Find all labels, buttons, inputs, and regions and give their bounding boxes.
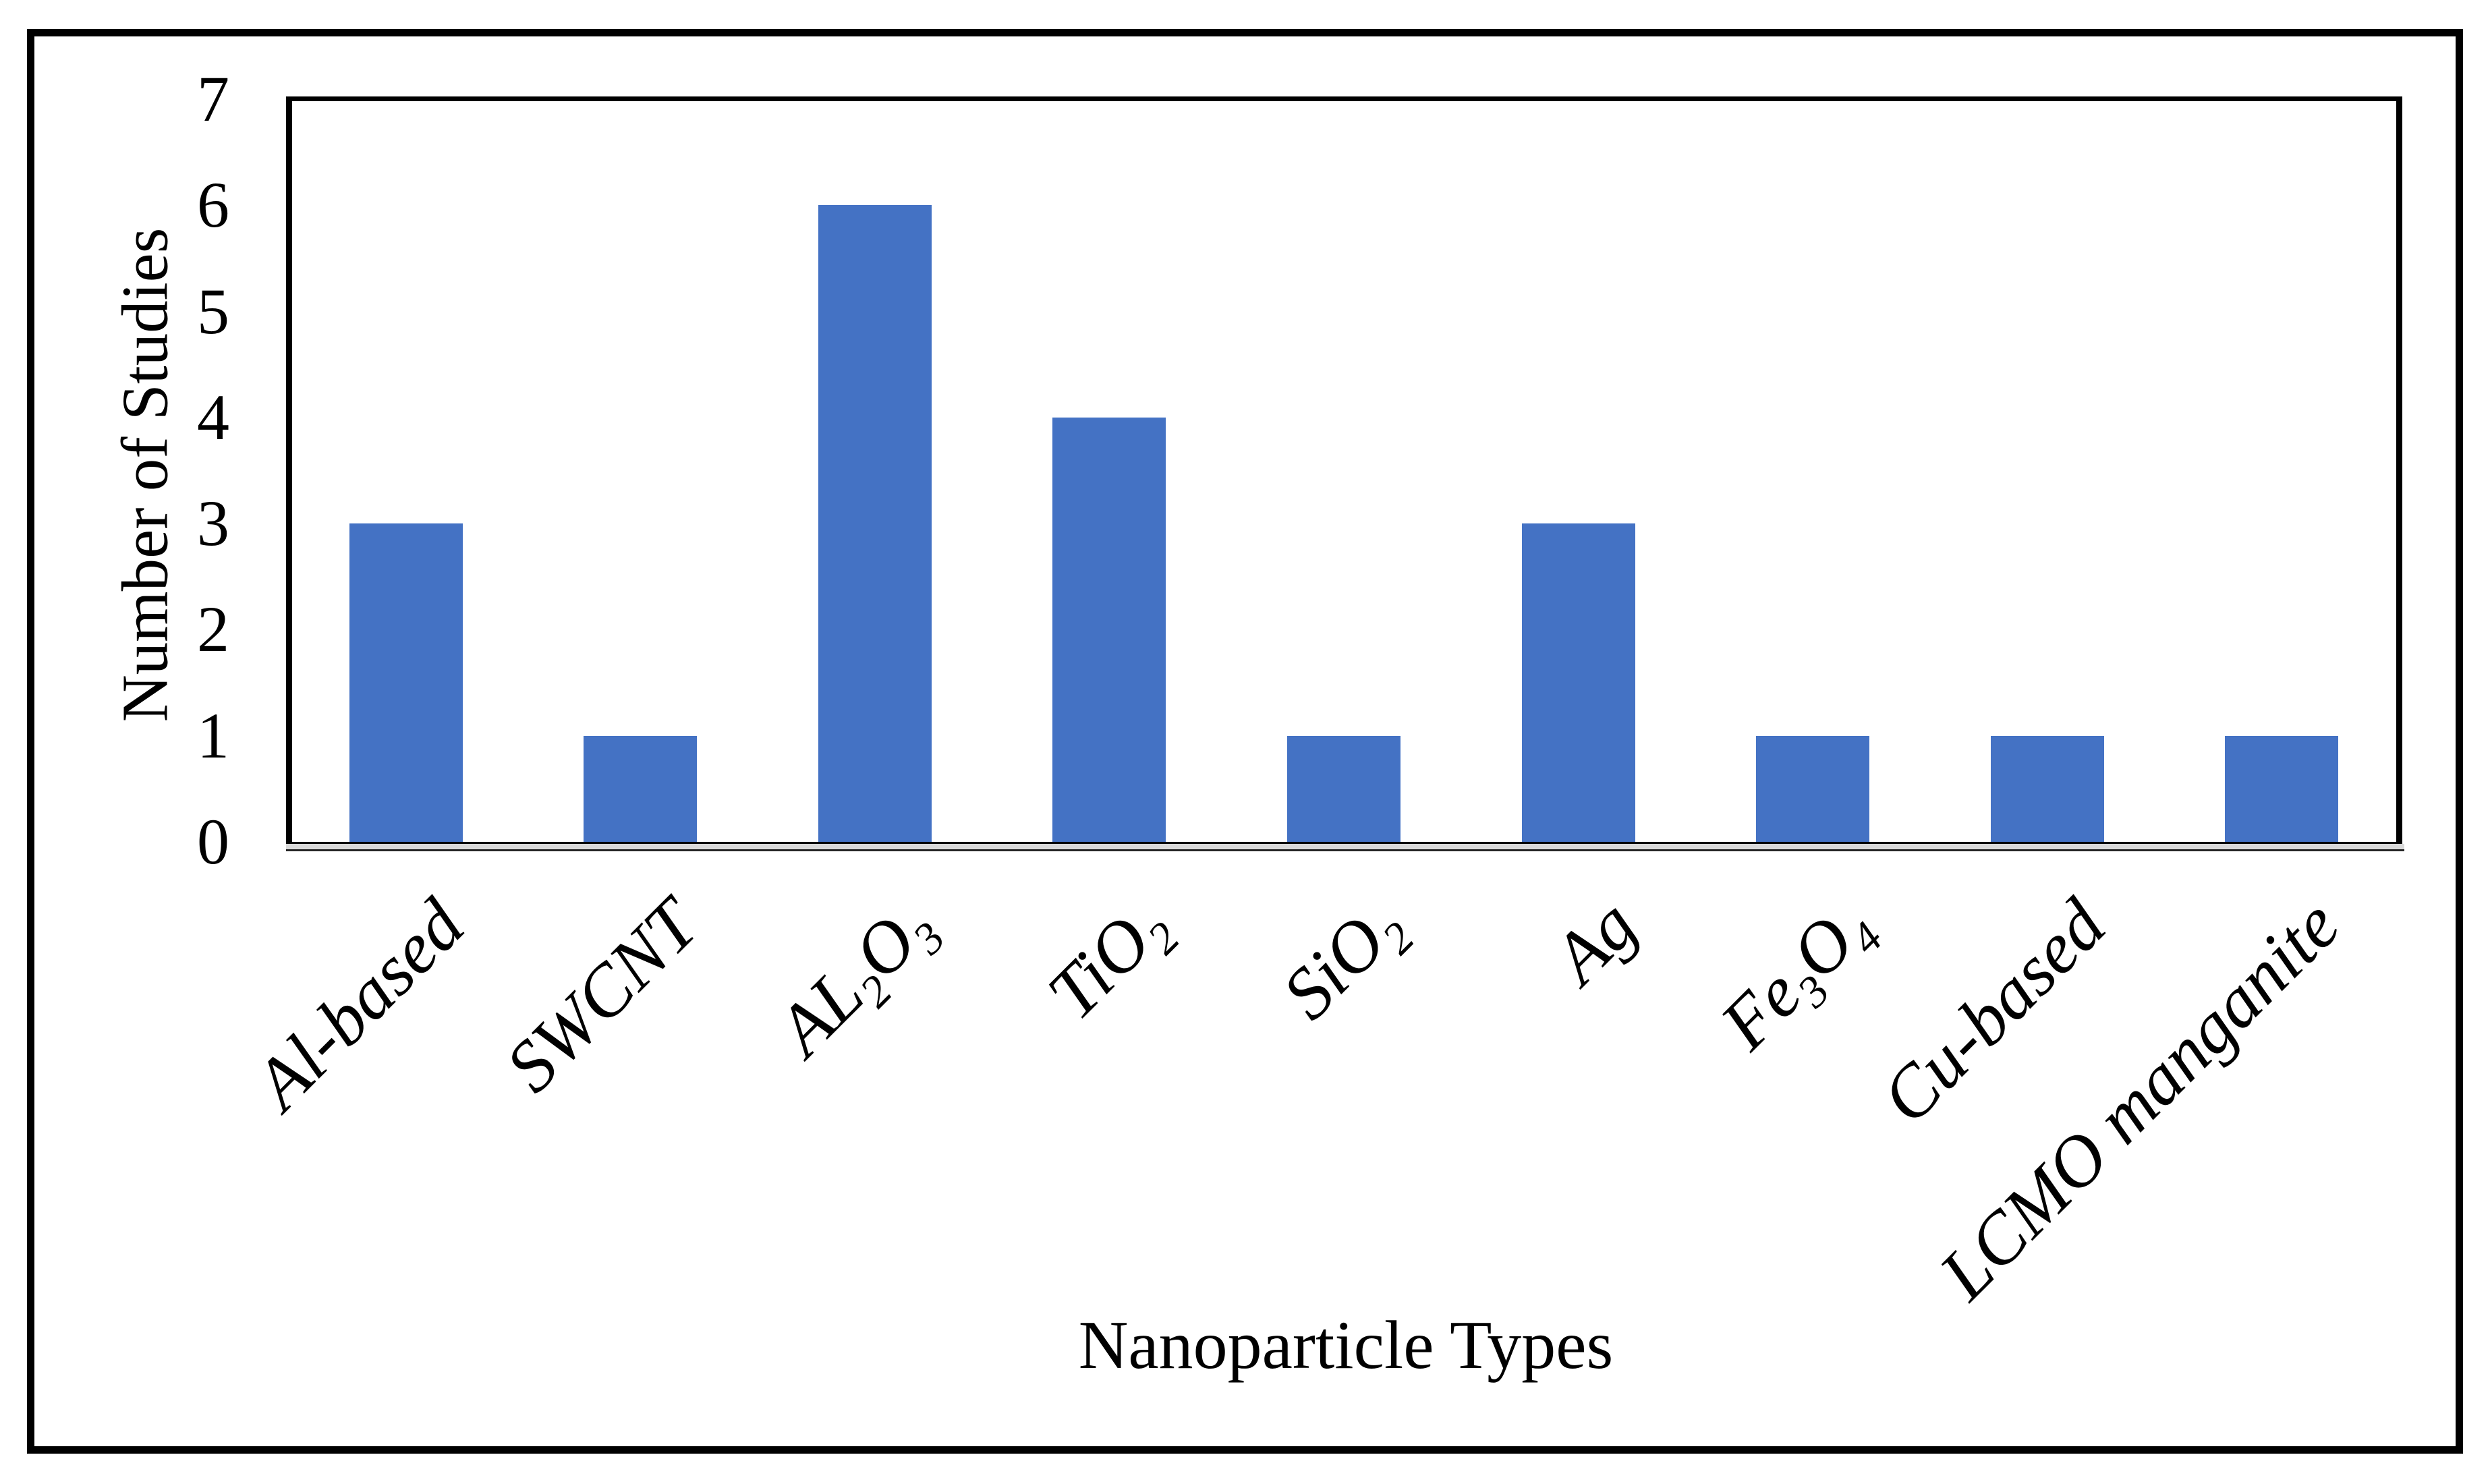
x-axis-line <box>286 842 2402 844</box>
y-tick-label: 0 <box>197 805 229 878</box>
x-axis-title: Nanoparticle Types <box>1078 1307 1614 1383</box>
plot-top-border <box>286 96 2402 101</box>
y-axis-line <box>286 96 292 844</box>
y-tick-label: 4 <box>197 380 229 453</box>
bar <box>349 523 463 842</box>
y-tick-label: 3 <box>197 487 229 560</box>
bar <box>1756 735 1870 842</box>
plot-right-border <box>2396 96 2402 847</box>
y-tick-label: 5 <box>197 275 229 347</box>
bar <box>2225 735 2339 842</box>
bar <box>584 735 698 842</box>
bar <box>1990 735 2104 842</box>
bar <box>1052 417 1166 842</box>
chart-border-frame <box>27 29 2463 1454</box>
bar <box>1287 735 1400 842</box>
x-axis-underline <box>286 849 2404 851</box>
bar <box>818 205 932 842</box>
y-tick-label: 1 <box>197 699 229 772</box>
y-tick-label: 2 <box>197 593 229 666</box>
x-axis-gray-band <box>286 844 2404 849</box>
bar <box>1521 523 1635 842</box>
y-tick-label: 6 <box>197 169 229 241</box>
y-tick-label: 7 <box>197 63 229 135</box>
